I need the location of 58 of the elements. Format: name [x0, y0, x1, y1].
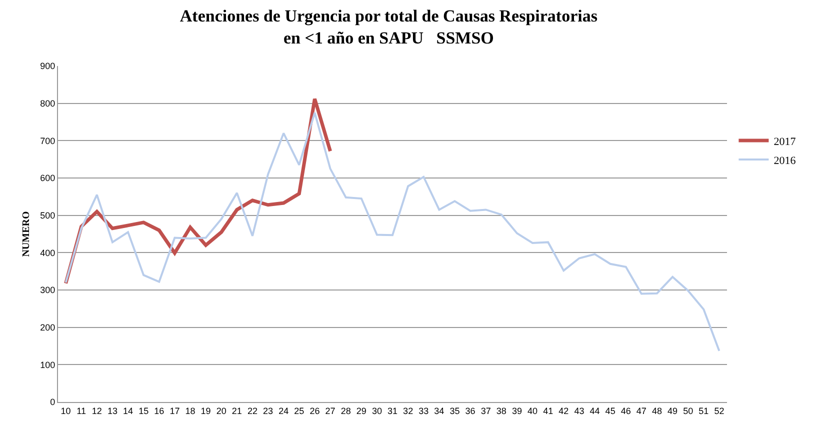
y-tick-label: 300 — [40, 285, 56, 296]
y-axis-title: NUMERO — [21, 211, 32, 257]
y-tick-label: 500 — [40, 210, 56, 220]
x-tick-label: 31 — [387, 406, 398, 416]
x-tick-label: 14 — [123, 406, 134, 416]
y-tick-label: 200 — [40, 322, 56, 332]
x-tick-label: 25 — [294, 406, 304, 416]
line-series — [64, 112, 720, 352]
x-tick-label: 36 — [465, 406, 476, 416]
x-tick-label: 16 — [154, 406, 164, 416]
x-tick-label: 22 — [247, 406, 258, 416]
x-tick-label: 10 — [60, 406, 71, 416]
x-tick-label: 38 — [496, 406, 506, 416]
x-tick-label: 47 — [636, 406, 646, 416]
x-tick-label: 26 — [310, 406, 320, 416]
y-tick-label: 700 — [40, 136, 56, 146]
x-tick-label: 44 — [590, 406, 600, 416]
x-tick-label: 41 — [543, 406, 554, 416]
x-tick-label: 42 — [558, 406, 569, 416]
x-tick-label: 46 — [620, 406, 631, 416]
x-tick-label: 49 — [668, 406, 678, 416]
x-tick-label: 40 — [528, 406, 538, 416]
x-tick-label: 35 — [450, 406, 460, 416]
x-tick-label: 15 — [138, 406, 149, 416]
x-tick-label: 17 — [170, 406, 180, 416]
x-tick-label: 45 — [605, 406, 616, 416]
x-tick-label: 33 — [418, 406, 429, 416]
x-tick-label: 50 — [683, 406, 694, 416]
x-tick-label: 18 — [185, 406, 196, 416]
x-tick-label: 24 — [278, 406, 289, 416]
x-tick-label: 52 — [714, 406, 724, 416]
legend-label: 2016 — [774, 154, 796, 167]
x-tick-label: 27 — [325, 406, 336, 416]
y-tick-label: 900 — [40, 61, 56, 72]
x-tick-label: 28 — [340, 406, 351, 416]
x-tick-label: 12 — [92, 406, 102, 416]
x-tick-label: 37 — [480, 406, 491, 416]
x-tick-label: 23 — [263, 406, 274, 416]
y-tick-label: 100 — [40, 360, 56, 370]
legend-label: 2017 — [774, 136, 796, 148]
x-tick-label: 34 — [434, 406, 444, 416]
x-tick-label: 20 — [216, 406, 226, 416]
x-tick-label: 39 — [512, 406, 522, 416]
x-tick-label: 32 — [403, 406, 414, 416]
y-tick-label: 600 — [40, 173, 56, 184]
x-tick-label: 11 — [76, 406, 86, 416]
x-tick-label: 29 — [356, 406, 366, 416]
x-tick-label: 13 — [107, 406, 118, 416]
y-tick-label: 800 — [40, 98, 56, 108]
x-tick-label: 43 — [574, 406, 584, 416]
y-tick-label: 400 — [40, 248, 56, 258]
x-tick-label: 19 — [200, 406, 211, 416]
chart-title: Atenciones de Urgencia por total de Causas Respiratorias en <1 año en SAPU SSMSO — [180, 6, 598, 48]
x-tick-label: 21 — [232, 406, 242, 416]
x-tick-label: 48 — [652, 406, 662, 416]
x-tick-label: 30 — [372, 406, 382, 416]
x-tick-label: 51 — [698, 406, 709, 416]
y-tick-label: 0 — [50, 397, 56, 408]
